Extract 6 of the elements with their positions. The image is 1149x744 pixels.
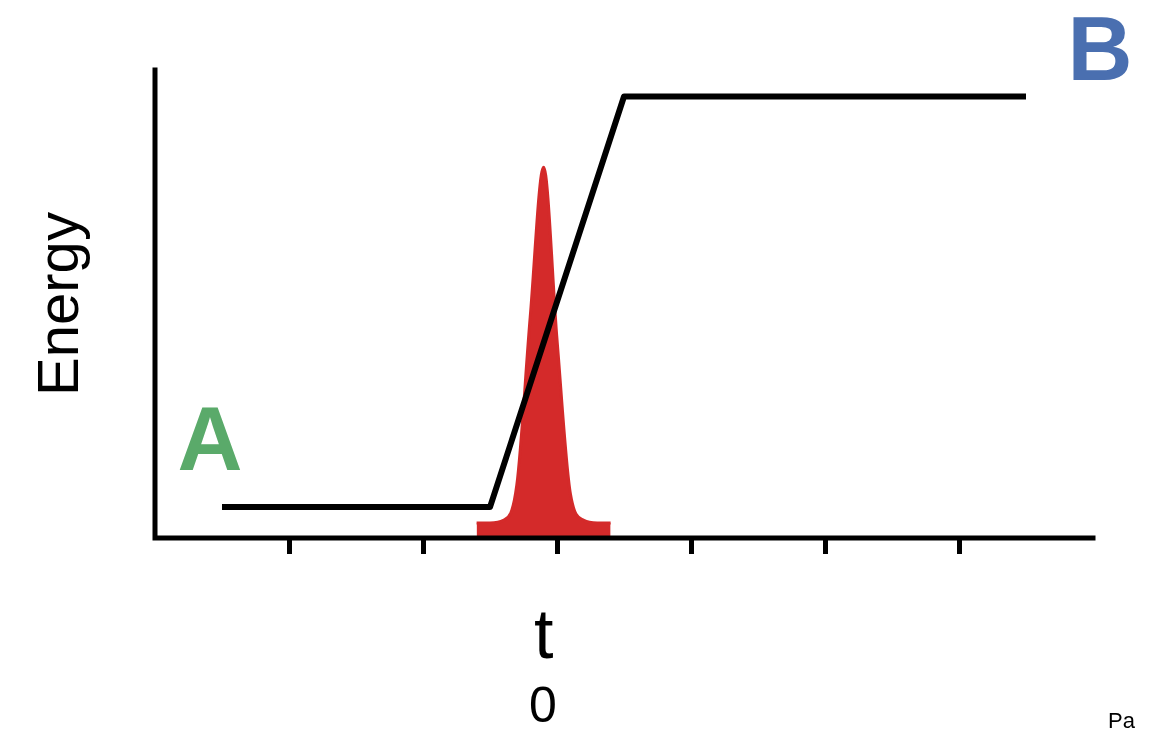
annotation: A — [177, 389, 243, 489]
text: Pa — [1108, 708, 1136, 733]
text: 0 — [529, 677, 557, 733]
annotation: B — [1067, 0, 1133, 99]
x-axis-title: t — [533, 595, 554, 673]
y-axis-title: Energy — [25, 212, 90, 396]
